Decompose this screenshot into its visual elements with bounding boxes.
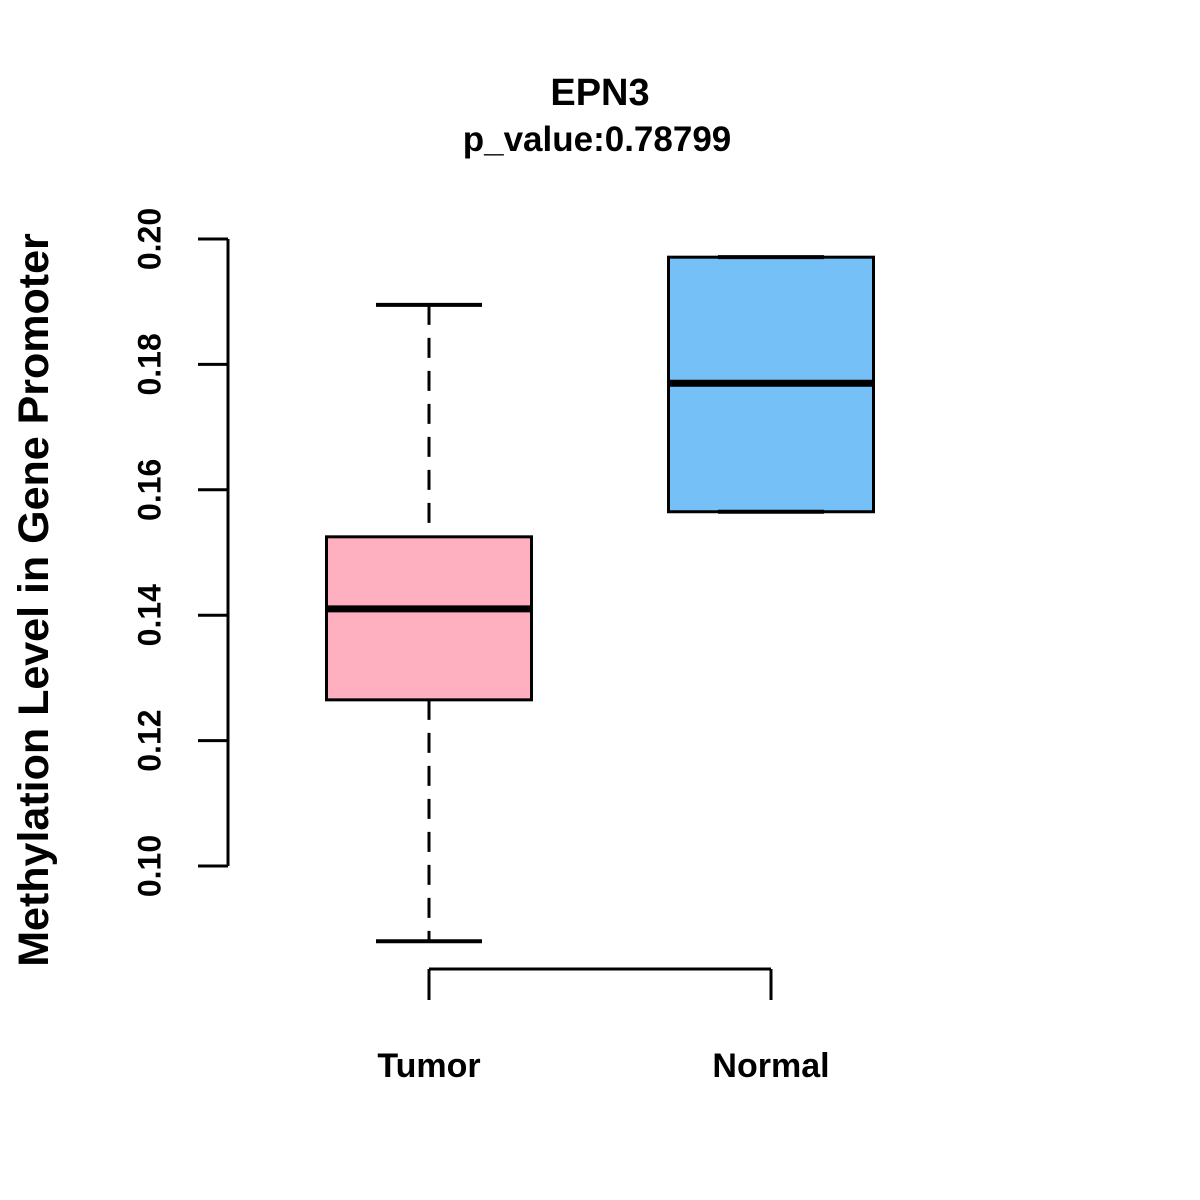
y-tick-label: 0.16 xyxy=(132,459,168,521)
plot-area: 0.10 0.12 0.14 0.16 0.18 0.20 Tumor Normal xyxy=(132,208,875,1085)
category-label-normal: Normal xyxy=(712,1047,829,1085)
y-tick-label: 0.12 xyxy=(132,709,168,771)
chart-title: EPN3 xyxy=(550,72,649,114)
y-tick-label: 0.10 xyxy=(132,835,168,897)
y-tick-label: 0.18 xyxy=(132,333,168,395)
tumor-box xyxy=(325,535,533,702)
chart-subtitle: p_value:0.78799 xyxy=(463,120,732,159)
y-tick-label: 0.20 xyxy=(132,208,168,270)
category-label-tumor: Tumor xyxy=(377,1047,480,1085)
y-tick-label: 0.14 xyxy=(132,584,168,646)
y-axis-label: Methylation Level in Gene Promoter xyxy=(10,233,58,967)
